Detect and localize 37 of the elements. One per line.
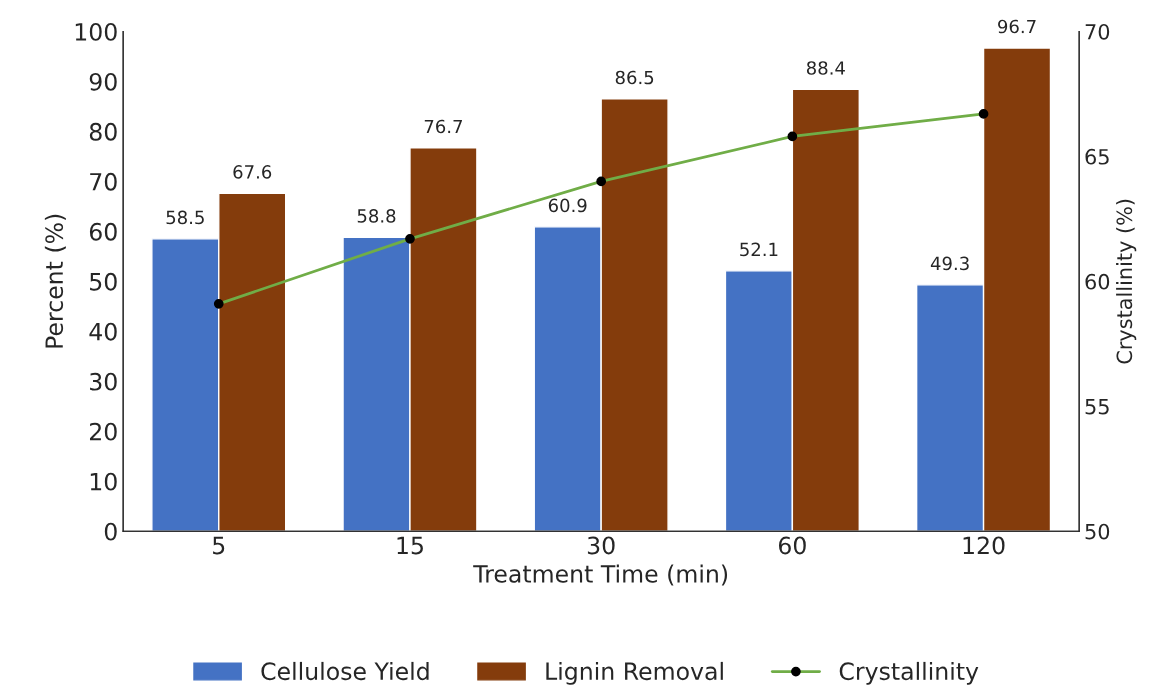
y2-tick-label: 70	[1085, 23, 1110, 40]
data-label: 58.5	[166, 210, 204, 225]
legend-label: Crystallinity	[839, 661, 979, 685]
data-label: 58.8	[357, 209, 396, 223]
y-tick-label: 80	[89, 122, 117, 141]
data-label: 60.9	[548, 198, 587, 213]
y-tick-label: 70	[90, 172, 117, 191]
y-tick-label: 40	[89, 322, 117, 341]
x-tick-label: 60	[778, 536, 806, 555]
y-tick-label: 100	[75, 22, 117, 41]
data-label: 76.7	[424, 119, 462, 134]
legend-label: Lignin Removal	[546, 661, 723, 685]
y2-tick-label: 50	[1085, 523, 1110, 540]
y-tick-label: 50	[90, 272, 117, 291]
y-tick-label: 0	[104, 522, 117, 541]
data-label: 49.3	[930, 256, 969, 271]
x-tick-label: 5	[213, 536, 225, 555]
legend-label: Cellulose Yield	[261, 661, 429, 681]
x-tick-label: 120	[963, 536, 1005, 555]
y-tick-label: 20	[89, 422, 117, 441]
x-tick-label: 15	[397, 536, 423, 555]
data-label: 86.5	[615, 70, 654, 85]
data-label: 96.7	[998, 19, 1036, 34]
x-tick-label: 30	[587, 536, 615, 555]
y2-tick-label: 65	[1085, 148, 1109, 165]
y2-tick-label: 60	[1085, 273, 1110, 290]
data-label: 52.1	[740, 242, 778, 257]
y-tick-label: 30	[90, 372, 117, 391]
y-axis-title: Percent (%)	[44, 214, 66, 348]
y-tick-label: 60	[89, 222, 117, 241]
x-axis-title: Treatment Time (min)	[473, 564, 728, 586]
y2-tick-label: 55	[1085, 399, 1109, 415]
y-tick-label: 10	[90, 472, 117, 491]
y2-axis-title: Crystallinity (%)	[1116, 199, 1137, 364]
y-tick-label: 90	[89, 72, 117, 91]
data-label: 67.6	[233, 165, 272, 179]
data-label: 88.4	[806, 61, 845, 75]
